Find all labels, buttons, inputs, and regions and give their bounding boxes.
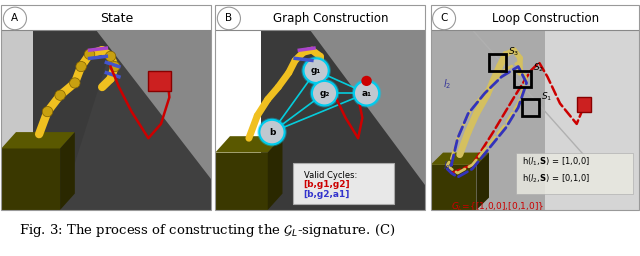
FancyBboxPatch shape (148, 71, 172, 91)
Circle shape (3, 7, 26, 30)
Text: $G_L$={[1,0,0],[0,1,0]}: $G_L$={[1,0,0],[0,1,0]} (451, 200, 545, 213)
Text: $l_2$: $l_2$ (443, 77, 451, 91)
Text: B: B (225, 13, 232, 24)
Circle shape (42, 106, 52, 117)
Polygon shape (1, 148, 60, 210)
Circle shape (76, 61, 86, 72)
Text: Fig. 3: The process of constructing the $\mathcal{G}_L$-signature. (C): Fig. 3: The process of constructing the … (19, 222, 396, 239)
FancyBboxPatch shape (215, 5, 426, 30)
Text: b: b (269, 127, 275, 137)
Text: State: State (100, 12, 134, 25)
Polygon shape (431, 30, 545, 210)
Circle shape (218, 7, 241, 30)
Circle shape (303, 58, 329, 83)
Text: A: A (12, 13, 19, 24)
Polygon shape (1, 132, 75, 148)
Polygon shape (268, 136, 282, 210)
Circle shape (354, 81, 379, 105)
Circle shape (259, 120, 285, 144)
Polygon shape (545, 30, 639, 210)
FancyBboxPatch shape (516, 153, 633, 194)
Text: h($l_1$,$\mathbf{S}$) = [1,0,0]: h($l_1$,$\mathbf{S}$) = [1,0,0] (522, 156, 591, 168)
Text: [b,g2,a1]: [b,g2,a1] (303, 190, 350, 199)
FancyBboxPatch shape (1, 30, 211, 210)
Polygon shape (310, 30, 426, 185)
FancyBboxPatch shape (431, 5, 639, 30)
Circle shape (301, 56, 331, 85)
Text: [b,g1,g2]: [b,g1,g2] (303, 180, 350, 189)
FancyBboxPatch shape (293, 163, 394, 204)
Circle shape (55, 90, 65, 100)
Text: Loop Construction: Loop Construction (492, 12, 599, 25)
Text: g₂: g₂ (319, 89, 330, 98)
Polygon shape (431, 165, 476, 210)
Circle shape (70, 78, 80, 88)
Text: $l_1$: $l_1$ (443, 159, 451, 173)
Polygon shape (33, 30, 211, 210)
Text: g₁: g₁ (311, 66, 321, 75)
Polygon shape (431, 153, 489, 165)
Polygon shape (215, 136, 282, 153)
Polygon shape (215, 153, 268, 210)
Circle shape (433, 7, 456, 30)
Circle shape (106, 51, 116, 61)
Polygon shape (60, 30, 211, 210)
Circle shape (109, 61, 120, 72)
Text: $S_1$: $S_1$ (541, 90, 552, 103)
Circle shape (362, 76, 372, 86)
Polygon shape (60, 132, 75, 210)
Polygon shape (262, 30, 426, 210)
Circle shape (257, 118, 287, 146)
FancyBboxPatch shape (431, 30, 639, 210)
Text: Graph Construction: Graph Construction (273, 12, 388, 25)
Polygon shape (96, 30, 211, 179)
Text: $S_3$: $S_3$ (508, 45, 519, 58)
Circle shape (84, 49, 95, 59)
FancyBboxPatch shape (577, 97, 591, 112)
Text: C: C (440, 13, 448, 24)
Polygon shape (476, 153, 489, 210)
Text: a₁: a₁ (362, 89, 372, 98)
FancyBboxPatch shape (1, 5, 211, 30)
Circle shape (310, 79, 339, 108)
Circle shape (312, 81, 337, 105)
Text: $S_2$: $S_2$ (533, 62, 544, 74)
Circle shape (352, 79, 381, 108)
Text: Valid Cycles:: Valid Cycles: (303, 170, 356, 180)
Text: h($l_2$,$\mathbf{S}$) = [0,1,0]: h($l_2$,$\mathbf{S}$) = [0,1,0] (522, 172, 591, 185)
